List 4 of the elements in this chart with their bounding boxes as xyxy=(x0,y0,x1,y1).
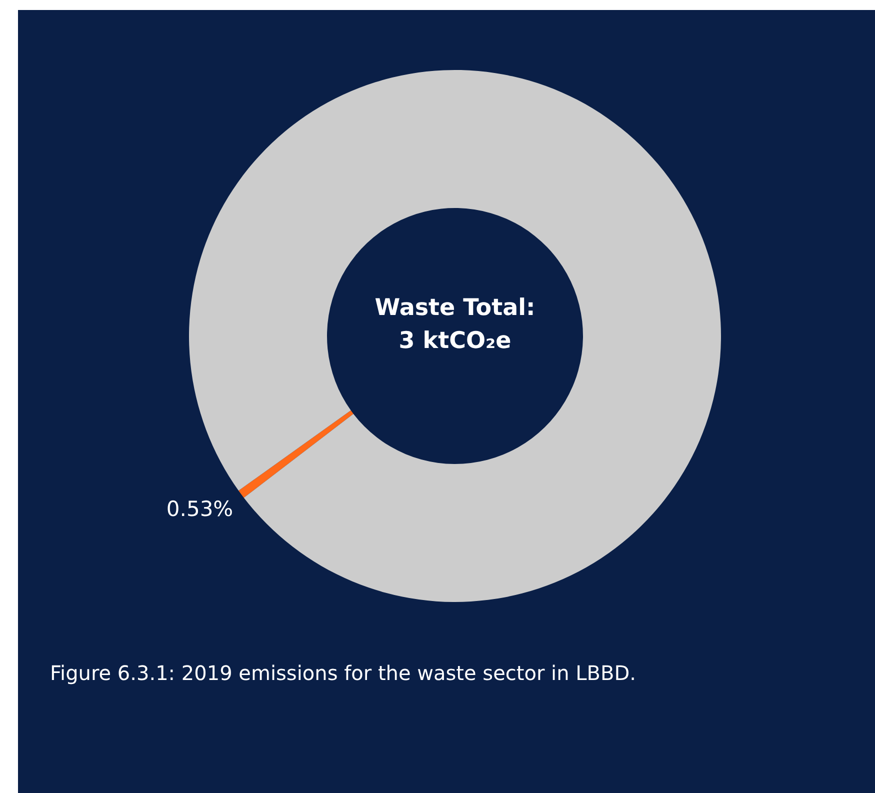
donut-slice xyxy=(238,410,354,498)
text: Waste Total: 3 ktCO₂e xyxy=(374,295,536,354)
caption: Figure 6.3.1: 2019 emissions for the waste sector in LBBD. xyxy=(50,661,636,685)
data-label: 0.53% xyxy=(166,497,234,522)
